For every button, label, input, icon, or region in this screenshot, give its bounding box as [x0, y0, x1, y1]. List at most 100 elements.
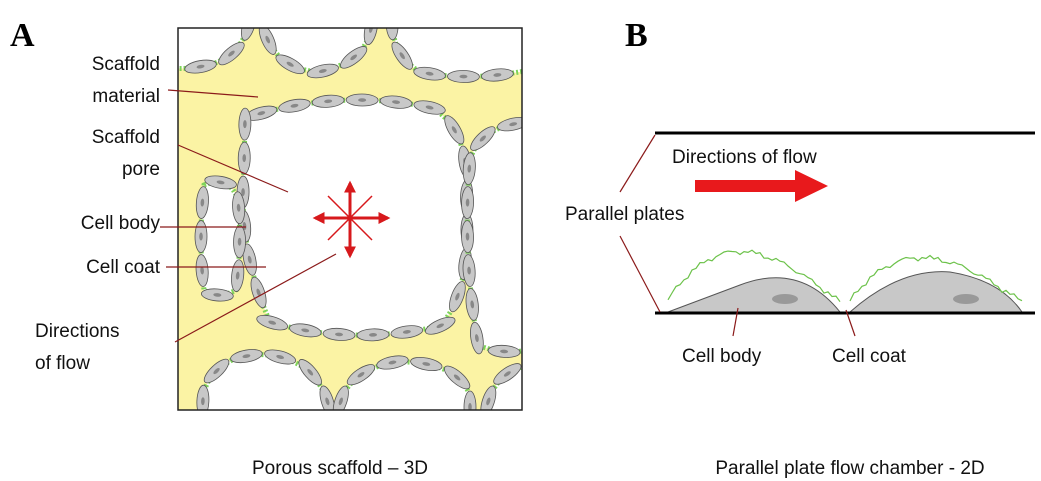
- cell: [346, 94, 378, 106]
- cell-nucleus: [528, 270, 532, 278]
- cell: [524, 190, 536, 222]
- cell: [524, 258, 536, 290]
- label-directions-of-flow: of flow: [35, 353, 90, 374]
- label-parallel-plates: Parallel plates: [565, 204, 684, 225]
- caption: Parallel plate flow chamber - 2D: [715, 458, 984, 479]
- cell-body: [524, 122, 536, 154]
- cell-nucleus: [409, 416, 417, 420]
- cell-nucleus: [439, 18, 447, 22]
- cell-body: [524, 392, 536, 424]
- cell-nucleus: [390, 20, 394, 28]
- cell-nucleus: [528, 202, 532, 210]
- cell-nucleus: [183, 18, 191, 22]
- cell-body: [164, 49, 176, 81]
- cell-body: [524, 190, 536, 222]
- label-cell-coat: Cell coat: [832, 346, 907, 367]
- cell: [524, 358, 536, 390]
- cell: [427, 14, 459, 26]
- cell-body: [524, 224, 536, 256]
- cell-body: [229, 412, 261, 424]
- cell: [524, 292, 536, 324]
- cell: [297, 412, 329, 424]
- cell: [524, 392, 536, 424]
- cell-body: [297, 412, 329, 424]
- cell-body: [393, 14, 425, 26]
- label-scaffold-pore: pore: [122, 159, 160, 180]
- cell-body: [363, 412, 395, 424]
- cell: [524, 122, 536, 154]
- label-cell-coat: Cell coat: [86, 257, 161, 278]
- cell: [233, 226, 245, 258]
- label-directions-of-flow: Directions of flow: [672, 147, 817, 168]
- page: Scaffold and flow chamber diagram html, …: [0, 0, 1041, 481]
- cell-nucleus: [528, 168, 532, 176]
- cell: [205, 14, 237, 26]
- cell: [524, 326, 536, 358]
- cell-body: [164, 15, 176, 47]
- cell-body: [171, 14, 203, 26]
- cell-nucleus: [443, 416, 451, 420]
- cell: [363, 412, 395, 424]
- cell-nucleus: [309, 18, 317, 22]
- cell-nucleus: [217, 18, 225, 22]
- cell-nucleus: [528, 134, 532, 142]
- figure: A Scaffold material Scaffold pore Cell b…: [0, 0, 1041, 481]
- panel-label: B: [625, 17, 648, 54]
- cell-nucleus: [275, 18, 283, 22]
- label-scaffold-material: Scaffold: [92, 54, 160, 75]
- cell: [297, 14, 329, 26]
- cell-nucleus: [341, 416, 349, 420]
- cell-nucleus: [528, 304, 532, 312]
- cell: [164, 15, 176, 47]
- cell: [164, 49, 176, 81]
- cell: [524, 224, 536, 256]
- cell-nucleus: [528, 236, 532, 244]
- body: A Scaffold material Scaffold pore Cell b…: [0, 0, 1041, 481]
- cell-nucleus: [473, 18, 481, 22]
- cell: [447, 70, 479, 83]
- cell-body: [524, 53, 536, 85]
- cell-nucleus: [502, 416, 510, 420]
- cell-nucleus: [309, 416, 317, 420]
- cell: [490, 412, 522, 424]
- cell-nucleus: [528, 31, 532, 39]
- cell: [329, 412, 361, 424]
- label-cell-body: Cell body: [81, 213, 161, 234]
- cell-nucleus: [375, 416, 383, 420]
- cell-nucleus: [343, 18, 351, 22]
- cell-body: [524, 292, 536, 324]
- cell: [195, 412, 227, 424]
- cell-nucleus: [528, 370, 532, 378]
- cell-body: [195, 412, 227, 424]
- cell-nucleus: [168, 27, 172, 35]
- cell-nucleus: [528, 404, 532, 412]
- flow-arrow: [695, 170, 828, 202]
- cell-body: [263, 412, 295, 424]
- cell-body: [397, 412, 429, 424]
- cell: [171, 14, 203, 26]
- panel-label: A: [10, 17, 35, 54]
- cell: [239, 108, 252, 140]
- cell-body: [263, 14, 295, 26]
- cell: [431, 412, 463, 424]
- cell: [263, 412, 295, 424]
- label-directions-of-flow: Directions: [35, 321, 119, 342]
- cell: [263, 14, 295, 26]
- cell-body: [329, 412, 361, 424]
- cell-nucleus: [405, 18, 413, 22]
- cell: [495, 14, 527, 26]
- cell-nucleus: [207, 416, 215, 420]
- cell-body: [524, 19, 536, 51]
- cell-body: [524, 258, 536, 290]
- cell-body: [524, 326, 536, 358]
- cell-body: [297, 14, 329, 26]
- cell-nucleus: [528, 338, 532, 346]
- cell-nucleus: [507, 18, 515, 22]
- cell-nucleus: [241, 416, 249, 420]
- cell: [397, 412, 429, 424]
- caption: Porous scaffold – 3D: [252, 458, 428, 479]
- cell: [238, 142, 251, 174]
- cell-body: [461, 14, 493, 26]
- cell: [229, 412, 261, 424]
- cell-nucleus: [168, 61, 172, 69]
